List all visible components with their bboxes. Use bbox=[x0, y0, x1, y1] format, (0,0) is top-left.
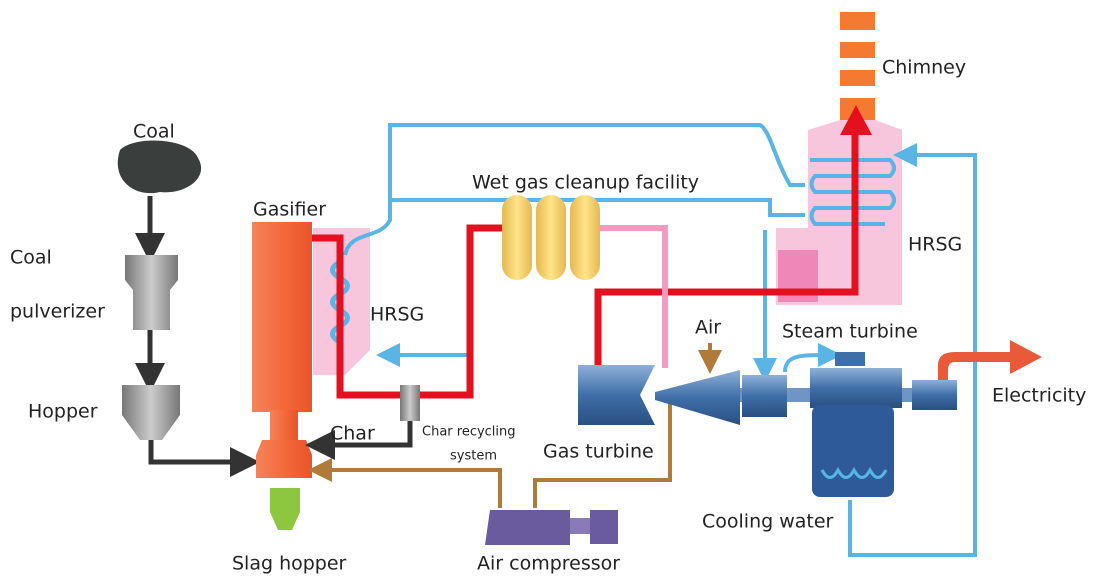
compressor-cone bbox=[655, 370, 740, 425]
stripe bbox=[840, 30, 875, 42]
stripe bbox=[840, 58, 875, 70]
cap bbox=[835, 352, 865, 366]
label: Cooling water bbox=[702, 511, 834, 533]
label: Air bbox=[695, 317, 721, 339]
coal-line bbox=[117, 140, 260, 477]
label: Gasifier bbox=[253, 199, 326, 221]
vessel bbox=[536, 195, 566, 280]
electricity-arrow bbox=[938, 340, 1042, 380]
steam-pipe bbox=[388, 123, 805, 205]
condenser bbox=[812, 405, 894, 497]
arrow bbox=[840, 105, 872, 135]
vessel bbox=[570, 195, 600, 280]
label: Coal bbox=[10, 247, 52, 269]
cooling-loop bbox=[848, 143, 977, 557]
char-box bbox=[400, 385, 420, 421]
label: Chimney bbox=[882, 57, 966, 79]
label: Air compressor bbox=[477, 553, 620, 575]
turbine-train bbox=[578, 352, 957, 497]
air-compressor-shape bbox=[485, 510, 618, 545]
label: HRSG bbox=[370, 304, 424, 326]
gasifier-neck bbox=[270, 410, 298, 440]
label: Steam turbine bbox=[782, 321, 918, 343]
steam-turbine-casing bbox=[810, 368, 902, 408]
label: Hopper bbox=[28, 401, 98, 423]
label: Gas turbine bbox=[543, 441, 654, 463]
slag-hopper-shape bbox=[270, 488, 300, 530]
coal-pile bbox=[117, 140, 202, 194]
label: pulverizer bbox=[10, 301, 105, 323]
label: Char recycling bbox=[422, 425, 516, 440]
pulverizer bbox=[125, 255, 178, 330]
air-pipe bbox=[308, 458, 502, 508]
gasifier-bottom bbox=[256, 440, 312, 478]
label: Electricity bbox=[992, 385, 1086, 407]
clean-gas-pipe bbox=[598, 225, 668, 368]
generator bbox=[912, 380, 957, 410]
gas-turbine-shape bbox=[578, 365, 655, 425]
stripe bbox=[840, 86, 875, 98]
label: Slag hopper bbox=[232, 553, 347, 575]
shaft bbox=[902, 388, 912, 402]
steam-pipe bbox=[783, 343, 842, 373]
hrsg-right-unit bbox=[776, 12, 902, 305]
label: Wet gas cleanup facility bbox=[472, 172, 699, 194]
air-pipe bbox=[533, 390, 672, 508]
label: Char bbox=[330, 423, 375, 445]
label: HRSG bbox=[908, 234, 962, 256]
wet-gas-vessels bbox=[502, 195, 600, 280]
cooling-coil bbox=[820, 466, 888, 479]
hopper-shape bbox=[122, 385, 180, 440]
label: Coal bbox=[133, 121, 175, 143]
arrow bbox=[148, 440, 260, 477]
label: system bbox=[450, 449, 497, 464]
vessel bbox=[502, 195, 532, 280]
gasifier-shape bbox=[252, 222, 312, 412]
char-line bbox=[305, 421, 413, 460]
exhaust-pipe bbox=[594, 132, 859, 365]
steam-turbine-shape bbox=[742, 375, 787, 417]
